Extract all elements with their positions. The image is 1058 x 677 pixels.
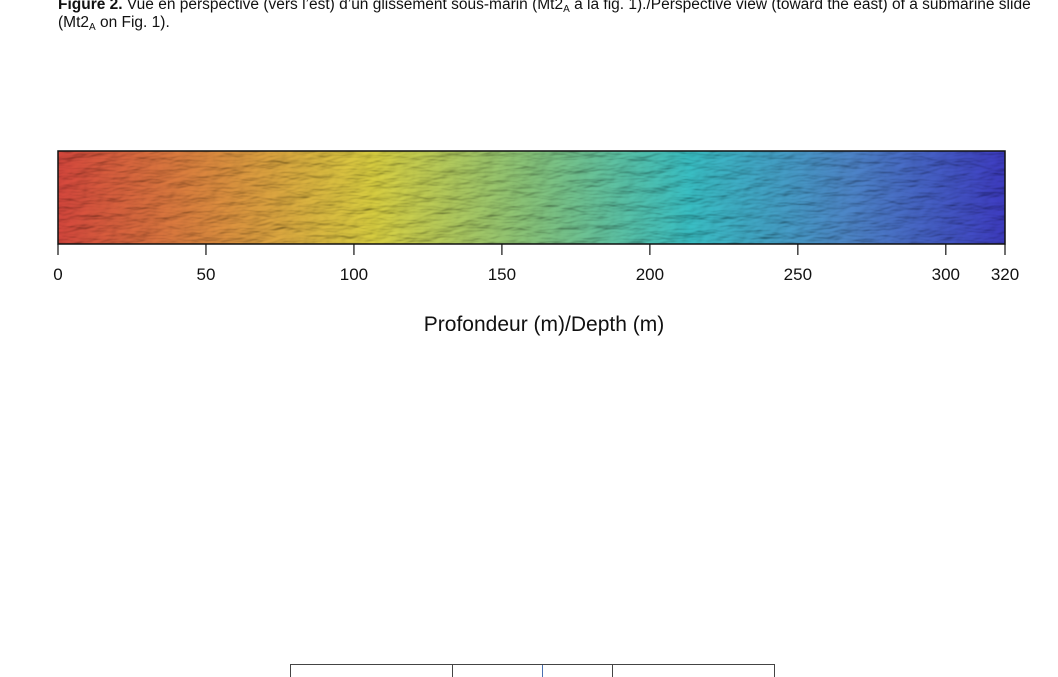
tick-label: 200 [635,265,665,284]
tick-label: 250 [783,265,813,284]
tick-label: 320 [990,265,1020,284]
table-divider [452,665,453,677]
tick-label: 0 [53,265,63,284]
tick-label: 300 [931,265,960,284]
tick-marks [57,244,1006,255]
figure-caption: Figure 2. Vue en perspective (vers l’est… [58,0,1038,33]
table-fragment [290,664,775,677]
tick-label: 150 [487,265,517,284]
table-border-right [774,665,775,677]
caption-text-part-2: à la fig. 1)./Perspective view (toward t… [58,0,1031,31]
caption-text-part-3: on Fig. 1). [95,14,170,31]
tick-label: 50 [196,265,216,284]
axis-title: Profondeur (m)/Depth (m) [423,313,665,336]
table-divider-blue [542,665,543,677]
tick-label: 100 [339,265,369,284]
caption-subscript-1: A [563,4,570,15]
table-border-left [290,665,291,677]
figure-label: Figure 2. [58,0,123,13]
caption-text-part-1: Vue en perspective (vers l’est) d’un gli… [122,0,564,13]
colorbar-ramp [58,151,1005,244]
caption-subscript-2: A [89,22,96,33]
colorbar-frame [57,150,1006,245]
table-divider [612,665,613,677]
